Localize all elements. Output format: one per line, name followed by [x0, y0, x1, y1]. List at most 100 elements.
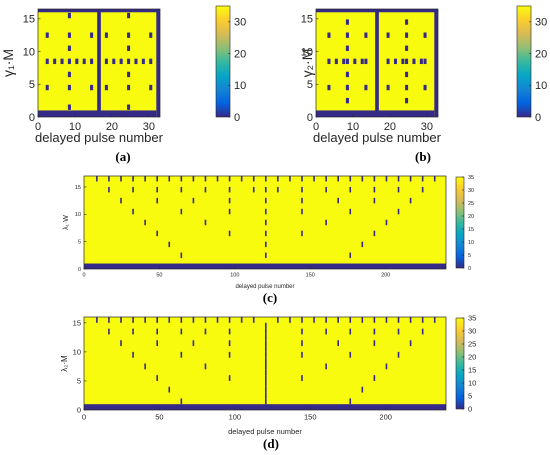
- y-tick-label: 10: [75, 212, 81, 218]
- heatmap-cell: [397, 351, 400, 358]
- colorbar-tick-label: 35: [468, 175, 474, 181]
- colorbar-tick-label: 30: [535, 17, 547, 29]
- panel-caption: (c): [263, 290, 277, 305]
- heatmap-cell: [120, 340, 122, 347]
- heatmap-cell: [108, 186, 110, 193]
- heatmap-cell: [104, 32, 108, 38]
- colorbar: [215, 5, 231, 118]
- heatmap-cell: [397, 317, 400, 323]
- x-tick-label: 0: [313, 121, 319, 133]
- heatmap-cell: [301, 375, 303, 381]
- heatmap-cell: [67, 32, 71, 38]
- heatmap-cell: [289, 176, 291, 182]
- heatmap-cell: [168, 176, 171, 182]
- heatmap-cell: [132, 328, 134, 335]
- heatmap-cell: [180, 176, 183, 182]
- heatmap-cell: [120, 176, 122, 182]
- heatmap-cell: [373, 328, 376, 335]
- heatmap-cell: [349, 208, 352, 215]
- y-axis-label: γ₁·M: [0, 49, 16, 77]
- heatmap-cell: [156, 197, 158, 204]
- heatmap-cell: [60, 58, 64, 65]
- heatmap-cell: [127, 71, 131, 78]
- heatmap-cell: [361, 241, 364, 248]
- heatmap-cell: [360, 58, 364, 65]
- y-tick-label: 15: [301, 14, 313, 26]
- y-tick-label: 5: [307, 79, 313, 91]
- colorbar-tick-label: 20: [468, 214, 474, 220]
- heatmap-cell: [301, 186, 303, 193]
- y-tick-label: 0: [307, 112, 313, 124]
- y-axis-label: λ₁·W: [63, 215, 70, 230]
- heatmap-cell: [349, 317, 352, 323]
- heatmap-cell: [45, 58, 49, 65]
- x-tick-label: 30: [421, 121, 433, 133]
- y-tick-label: 0: [77, 406, 81, 415]
- heatmap-cell: [301, 317, 303, 323]
- heatmap-cell: [192, 340, 195, 347]
- colorbar-tick-label: 25: [468, 201, 474, 207]
- heatmap-cell: [104, 58, 108, 65]
- heatmap-cell: [45, 84, 49, 91]
- heatmap-cell: [345, 97, 349, 104]
- y-tick-label: 0: [29, 112, 35, 124]
- x-tick-label: 150: [304, 413, 317, 422]
- heatmap-cell: [204, 363, 207, 370]
- heatmap-cell: [421, 176, 424, 182]
- x-tick-label: 0: [82, 413, 86, 422]
- heatmap-low-row: [84, 263, 446, 269]
- heatmap-cell: [134, 58, 138, 65]
- heatmap-cell: [373, 197, 376, 204]
- heatmap-cell: [409, 197, 412, 204]
- x-axis-label: delayed pulse number: [35, 130, 164, 145]
- heatmap-cell: [325, 176, 327, 182]
- heatmap-cell: [180, 398, 183, 405]
- heatmap-cell: [252, 317, 255, 323]
- panel-caption: (d): [263, 436, 279, 451]
- heatmap-cell: [301, 176, 303, 182]
- heatmap-cell: [313, 176, 315, 182]
- heatmap-cell: [361, 176, 364, 182]
- heatmap-cell: [265, 357, 267, 364]
- heatmap-cell: [265, 340, 267, 347]
- heatmap-cell: [301, 328, 303, 335]
- heatmap-cell: [132, 317, 134, 323]
- heatmap-cell: [144, 317, 146, 323]
- heatmap-edge-column: [434, 9, 438, 117]
- x-tick-label: 50: [155, 413, 163, 422]
- heatmap-cell: [204, 328, 207, 335]
- heatmap-cell: [108, 176, 110, 182]
- colorbar-tick-label: 10: [535, 80, 547, 92]
- heatmap-cell: [168, 386, 171, 393]
- x-tick-label: 20: [106, 121, 118, 133]
- heatmap-cell: [397, 176, 400, 182]
- heatmap-cell: [228, 328, 231, 335]
- heatmap-cell: [433, 176, 436, 182]
- heatmap-cell: [364, 58, 368, 65]
- heatmap-cell: [397, 208, 400, 215]
- heatmap-cell: [265, 386, 267, 393]
- heatmap-cell: [204, 317, 207, 323]
- heatmap-cell: [265, 219, 267, 226]
- x-tick-label: 0: [35, 121, 41, 133]
- colorbar-tick-label: 15: [468, 227, 474, 233]
- heatmap-cell: [127, 58, 131, 65]
- heatmap-cell: [90, 32, 94, 38]
- x-tick-label: 10: [347, 121, 359, 133]
- heatmap-cell: [334, 58, 338, 65]
- heatmap-cell: [421, 186, 424, 193]
- heatmap-cell: [156, 186, 158, 193]
- heatmap-cell: [108, 317, 110, 323]
- heatmap-cell: [337, 176, 339, 182]
- heatmap-cell: [405, 32, 409, 38]
- heatmap-cell: [325, 363, 327, 370]
- heatmap-cell: [228, 375, 231, 381]
- heatmap-cell: [353, 58, 357, 65]
- y-axis-label: γ₂·M: [299, 49, 315, 78]
- heatmap-cell: [327, 84, 331, 91]
- heatmap-cell: [433, 317, 436, 323]
- heatmap-cell: [265, 380, 267, 387]
- y-tick-label: 5: [78, 240, 81, 246]
